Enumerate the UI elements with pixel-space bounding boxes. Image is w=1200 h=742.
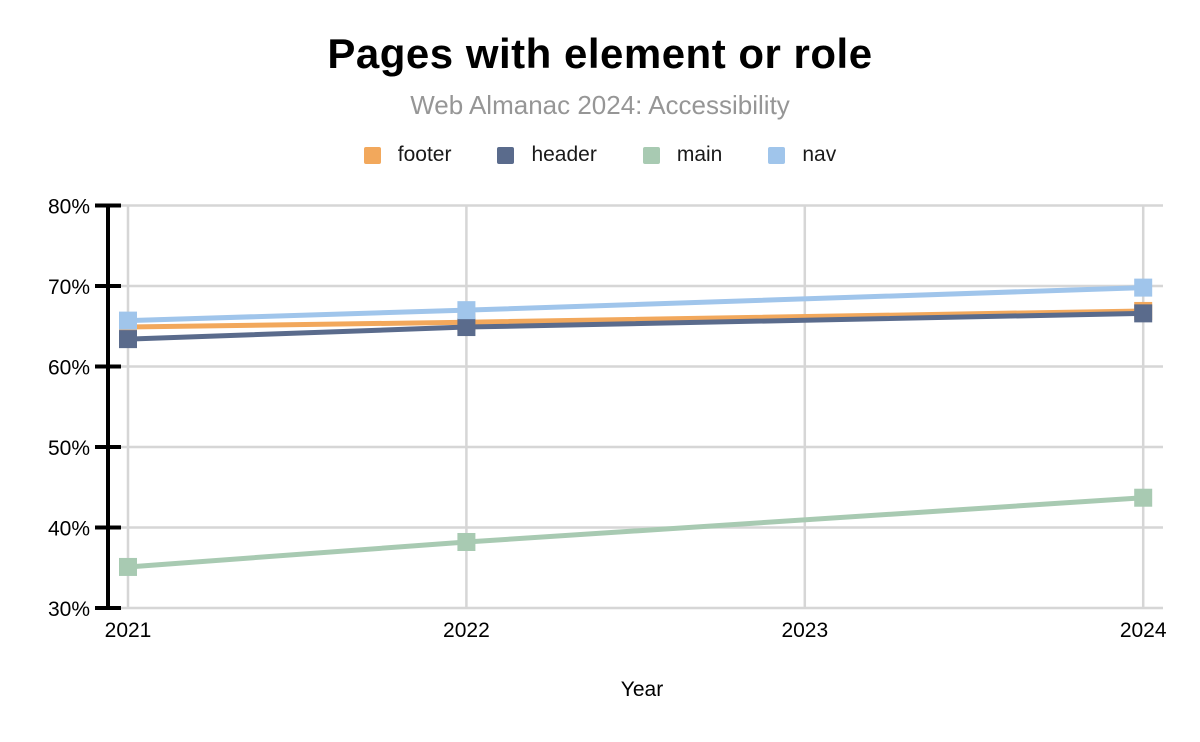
y-axis-label: 60% [48, 357, 90, 380]
marker-header-2022[interactable] [457, 318, 476, 337]
marker-nav-2021[interactable] [119, 311, 137, 330]
legend-item-header[interactable]: header [497, 143, 597, 167]
marker-header-2021[interactable] [119, 330, 137, 349]
marker-main-2021[interactable] [119, 557, 137, 576]
x-axis-title: Year [620, 678, 664, 701]
marker-nav-2024[interactable] [1134, 278, 1153, 297]
legend-item-footer[interactable]: footer [363, 143, 452, 167]
series-line-main [127, 495, 1144, 570]
x-axis-label: 2023 [781, 619, 828, 642]
x-axis-label: 2024 [1120, 619, 1167, 642]
legend-swatch-icon [642, 146, 660, 164]
legend-label: nav [802, 143, 837, 166]
marker-header-2024[interactable] [1134, 304, 1153, 323]
y-axis-label: 50% [48, 437, 90, 460]
y-axis-label: 40% [48, 518, 90, 541]
y-axis-label: 70% [48, 276, 90, 299]
chart-title: Pages with element or role [327, 30, 873, 77]
marker-nav-2022[interactable] [457, 301, 476, 320]
legend-item-nav[interactable]: nav [768, 143, 836, 167]
marker-main-2024[interactable] [1134, 488, 1153, 507]
legend-label: main [676, 143, 723, 166]
x-axis-label: 2022 [443, 619, 490, 642]
legend-swatch-icon [497, 146, 515, 164]
legend-label: header [531, 143, 597, 166]
legend-item-main[interactable]: main [642, 143, 723, 167]
x-axis-label: 2021 [105, 619, 152, 642]
marker-main-2022[interactable] [457, 532, 476, 551]
chart-legend: footer header main nav [0, 143, 1200, 167]
legend-swatch-icon [768, 146, 786, 164]
y-axis-label: 80% [48, 196, 90, 219]
legend-swatch-icon [363, 146, 381, 164]
legend-label: footer [397, 143, 452, 166]
chart-subtitle: Web Almanac 2024: Accessibility [410, 90, 790, 120]
y-axis-label: 30% [48, 598, 90, 621]
